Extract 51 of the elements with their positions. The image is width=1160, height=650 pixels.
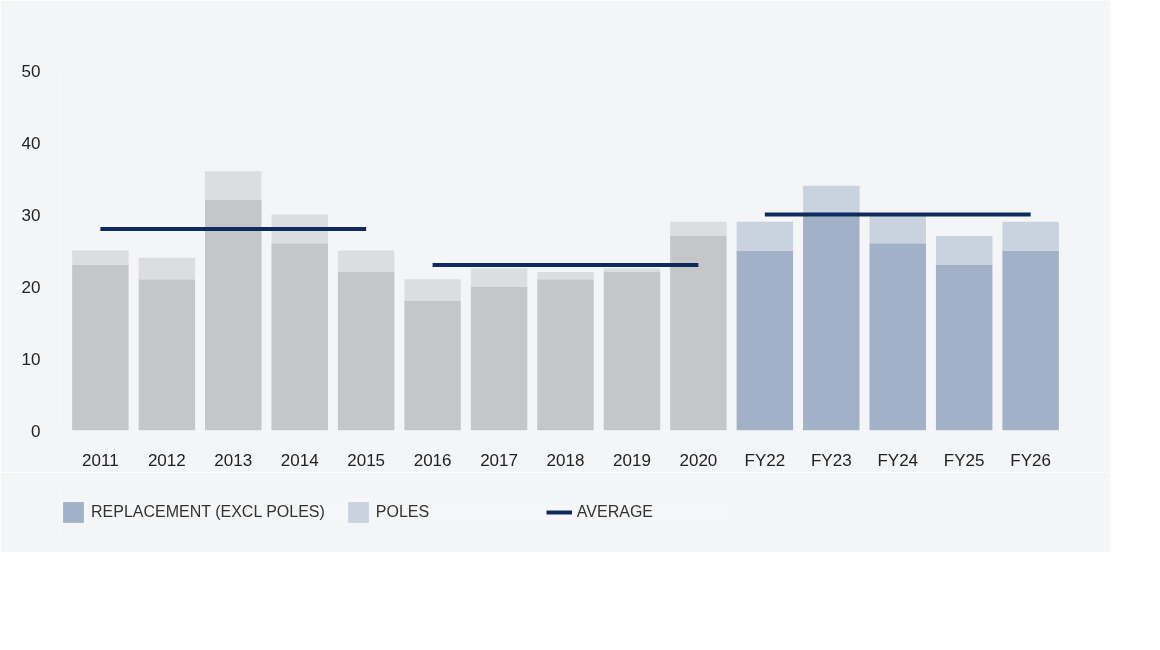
bar bbox=[736, 221, 794, 251]
legend-label: AVERAGE bbox=[576, 503, 654, 521]
bar bbox=[935, 236, 993, 265]
bar bbox=[337, 250, 395, 273]
x-tick-label: 2012 bbox=[147, 450, 186, 470]
y-tick-label: 10 bbox=[21, 349, 41, 369]
bar bbox=[537, 272, 594, 280]
x-tick-label: FY23 bbox=[810, 450, 852, 470]
bar bbox=[803, 214, 860, 431]
y-tick-label: 50 bbox=[21, 61, 41, 81]
y-tick-label: 0 bbox=[31, 421, 41, 441]
bar bbox=[736, 250, 794, 431]
x-tick-label: 2011 bbox=[82, 450, 119, 470]
y-tick-label: 30 bbox=[21, 205, 41, 225]
bar bbox=[1002, 221, 1059, 251]
bar bbox=[470, 286, 528, 431]
x-tick-label: 2018 bbox=[546, 450, 585, 470]
x-tick-label: 2013 bbox=[214, 450, 253, 470]
bar bbox=[537, 279, 594, 431]
legend-label: POLES bbox=[375, 503, 431, 521]
x-tick-label: FY26 bbox=[1010, 450, 1051, 470]
x-tick-label: 2020 bbox=[679, 450, 718, 470]
bar bbox=[138, 279, 196, 431]
x-tick-label: 2019 bbox=[613, 450, 651, 470]
bar bbox=[205, 171, 262, 201]
bar bbox=[404, 279, 461, 301]
x-tick-label: 2014 bbox=[280, 450, 319, 470]
bar bbox=[869, 243, 926, 431]
bar bbox=[72, 264, 129, 431]
bar bbox=[670, 236, 727, 431]
bar bbox=[205, 200, 262, 431]
bar bbox=[803, 185, 860, 215]
bar bbox=[404, 300, 461, 431]
bar bbox=[138, 257, 196, 280]
bar bbox=[72, 250, 129, 265]
x-tick-label: 2016 bbox=[413, 450, 452, 470]
bar bbox=[271, 243, 328, 431]
x-tick-label: FY25 bbox=[943, 450, 985, 470]
x-tick-label: 2015 bbox=[347, 450, 386, 470]
y-tick-label: 40 bbox=[21, 133, 41, 153]
x-tick-label: FY24 bbox=[877, 450, 919, 470]
bar bbox=[603, 272, 661, 431]
bar bbox=[1002, 250, 1059, 431]
y-tick-label: 20 bbox=[21, 277, 41, 297]
bar bbox=[670, 221, 727, 237]
bar bbox=[337, 272, 395, 431]
bar bbox=[935, 264, 993, 431]
legend-label: REPLACEMENT (EXCL POLES) bbox=[91, 503, 325, 521]
x-tick-label: 2017 bbox=[480, 450, 518, 470]
x-tick-label: FY22 bbox=[744, 450, 786, 470]
bar bbox=[470, 268, 528, 287]
